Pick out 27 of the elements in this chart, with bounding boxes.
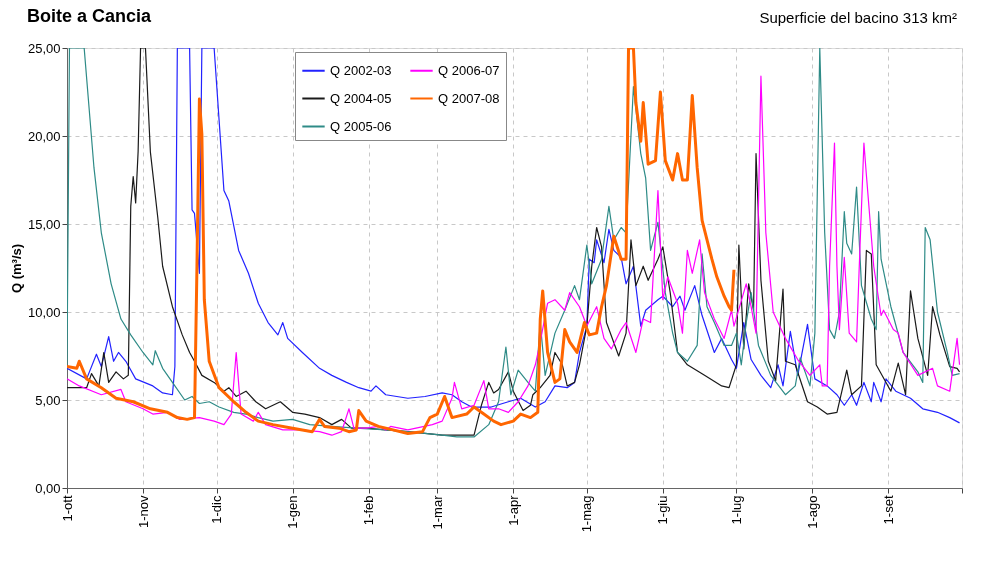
x-tick-label: 1-dic xyxy=(209,495,225,524)
x-tick-label: 1-ago xyxy=(804,495,820,529)
x-tick-label: 1-apr xyxy=(505,494,521,526)
x-tick-label: 1-set xyxy=(880,495,896,525)
y-tick-label: 10,00 xyxy=(27,304,61,320)
chart-subtitle: Superficie del bacino 313 km² xyxy=(759,9,957,26)
y-tick-label: 5,00 xyxy=(35,392,61,408)
x-tick-label: 1-giu xyxy=(655,495,671,525)
x-tick-label: 1-feb xyxy=(361,495,377,526)
y-tick-label: 0,00 xyxy=(35,480,61,496)
x-tick-label: 1-ott xyxy=(59,495,75,522)
line-series xyxy=(67,48,736,435)
x-tick-label: 1-mar xyxy=(429,494,445,530)
y-tick-label: 20,00 xyxy=(27,128,61,144)
x-tick-label: 1-mag xyxy=(579,495,595,533)
legend-label: Q 2007-08 xyxy=(438,90,500,106)
x-tick-label: 1-lug xyxy=(728,495,744,525)
x-tick-label: 1-gen xyxy=(285,495,301,529)
legend-label: Q 2005-06 xyxy=(330,118,392,134)
legend-label: Q 2004-05 xyxy=(330,90,392,106)
chart-title: Boite a Cancia xyxy=(27,6,153,26)
y-axis-title: Q (m³/s) xyxy=(8,243,24,294)
x-tick-label: 1-nov xyxy=(135,495,151,529)
legend-label: Q 2002-03 xyxy=(330,62,392,78)
y-tick-label: 15,00 xyxy=(27,216,61,232)
legend-label: Q 2006-07 xyxy=(438,62,500,78)
y-tick-label: 25,00 xyxy=(27,40,61,56)
